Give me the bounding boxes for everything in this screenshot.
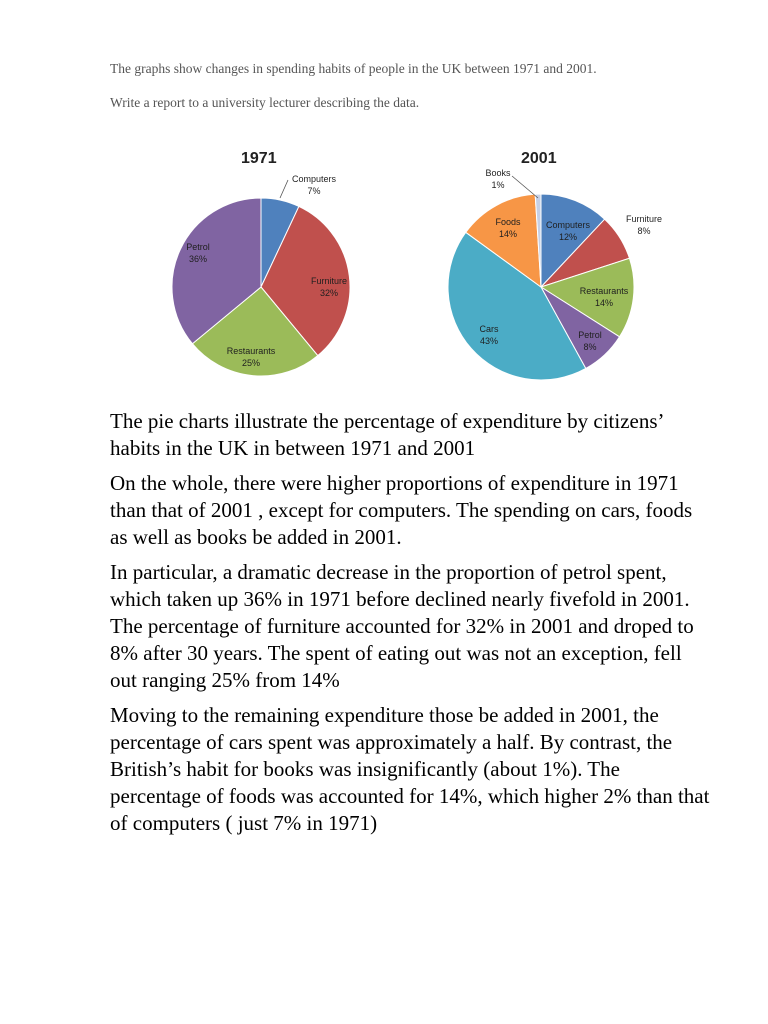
essay-paragraph-intro: The pie charts illustrate the percentage…: [110, 409, 663, 460]
pie-slice-1971-furniture: [260, 205, 351, 357]
pie-slice-2001-restaurants: [539, 257, 635, 338]
essay-paragraph-remaining: Moving to the remaining expenditure thos…: [110, 703, 710, 835]
slice-label-2001-petrol: Petrol: [578, 330, 602, 340]
task-prompt-line: The graphs show changes in spending habi…: [110, 61, 597, 76]
chart-title-1971: 1971: [241, 150, 277, 167]
chart-title-2001: 2001: [521, 150, 557, 167]
slice-value-2001-restaurants: 14%: [595, 298, 613, 308]
slice-value-2001-cars: 43%: [480, 336, 498, 346]
pie-slice-2001-books: [534, 193, 542, 288]
slice-value-1971-petrol: 36%: [189, 254, 207, 264]
slice-value-2001-foods: 14%: [499, 229, 517, 239]
pie-slice-1971-restaurants: [191, 286, 319, 377]
slice-label-2001-furniture: Furniture: [626, 214, 662, 224]
slice-label-2001-restaurants: Restaurants: [580, 286, 629, 296]
pie-slice-2001-foods: [465, 193, 542, 289]
slice-value-2001-furniture: 8%: [637, 226, 650, 236]
essay-body: The pie charts illustrate the percentage…: [110, 408, 710, 845]
slice-label-2001-computers: Computers: [546, 220, 591, 230]
leader-line-2001-books: [511, 175, 539, 199]
slice-value-1971-furniture: 32%: [320, 288, 338, 298]
pie-slice-2001-cars: [447, 231, 587, 381]
slice-label-1971-computers: Computers: [292, 174, 337, 184]
slice-value-1971-computers: 7%: [307, 186, 320, 196]
pie-slice-1971-petrol: [171, 197, 262, 345]
slice-label-2001-foods: Foods: [495, 217, 521, 227]
pie-slice-2001-computers: [540, 193, 606, 289]
slice-value-2001-petrol: 8%: [583, 342, 596, 352]
slice-value-1971-restaurants: 25%: [242, 358, 260, 368]
slice-label-2001-books: Books: [485, 168, 511, 178]
pie-charts: Computers 7% Furniture 32% Restaurants 25% Pet…: [171, 168, 662, 381]
slice-value-2001-books: 1%: [491, 180, 504, 190]
slice-label-2001-cars: Cars: [479, 324, 499, 334]
slice-value-2001-computers: 12%: [559, 232, 577, 242]
task-instruction-line: Write a report to a university lecturer …: [110, 95, 420, 110]
essay-paragraph-details: In particular, a dramatic decrease in th…: [110, 560, 694, 692]
slice-label-1971-restaurants: Restaurants: [227, 346, 276, 356]
essay-paragraph-overview: On the whole, there were higher proporti…: [110, 471, 693, 549]
slice-label-1971-petrol: Petrol: [186, 242, 210, 252]
leader-line-1971-computers: [279, 179, 289, 199]
slice-label-1971-furniture: Furniture: [311, 276, 347, 286]
